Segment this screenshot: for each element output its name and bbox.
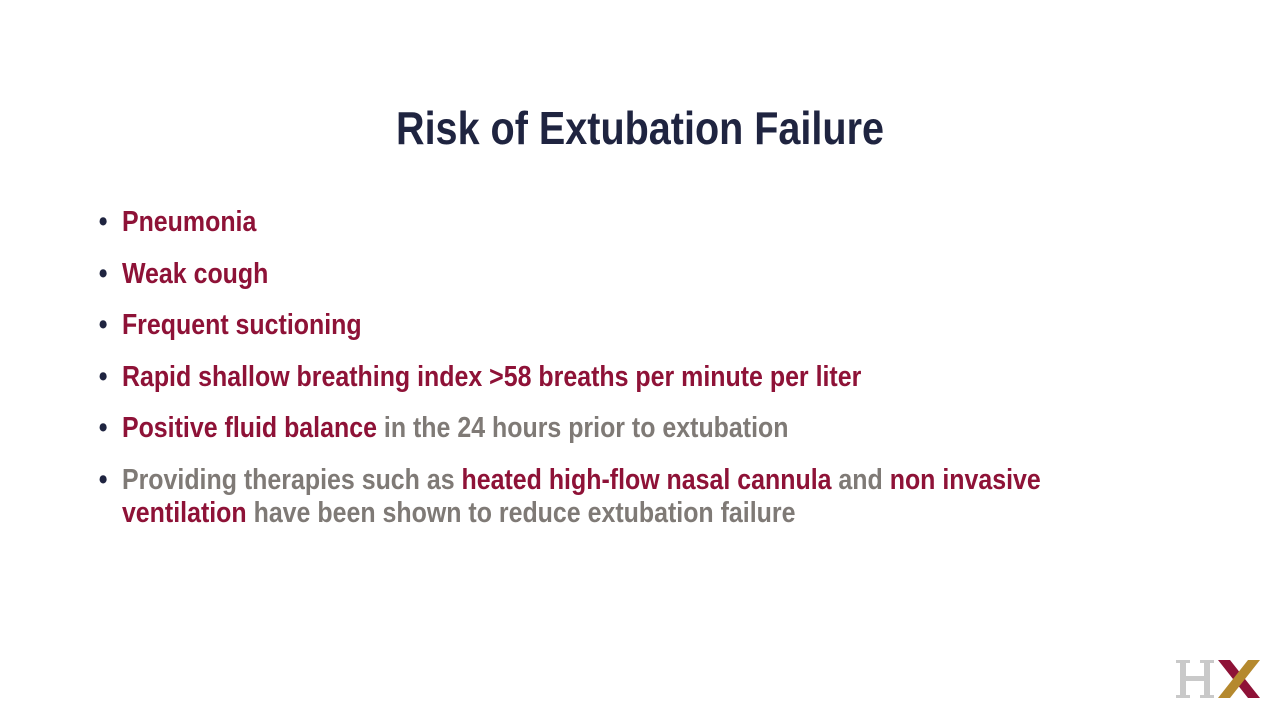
bullet-text: Pneumonia bbox=[121, 206, 257, 238]
bullet-list: • Pneumonia • Weak cough • Frequent suct… bbox=[97, 206, 1112, 548]
bullet-text: Rapid shallow breathing index >58 breath… bbox=[121, 360, 862, 393]
bullet-dot: • bbox=[98, 463, 108, 496]
bullet-fluid-balance: • Positive fluid balance in the 24 hours… bbox=[97, 412, 1112, 445]
logo-h-shape bbox=[1176, 660, 1214, 698]
hx-logo-icon bbox=[1176, 656, 1262, 702]
bullet-text-highlight: Positive fluid balance bbox=[121, 412, 377, 444]
bullet-text-muted: have been shown to reduce extubation fai… bbox=[246, 496, 796, 529]
bullet-dot: • bbox=[98, 360, 108, 393]
bullet-dot: • bbox=[98, 206, 108, 238]
bullet-text-muted: in the 24 hours prior to extubation bbox=[376, 412, 789, 444]
bullet-dot: • bbox=[98, 309, 108, 341]
bullet-frequent-suctioning: • Frequent suctioning bbox=[97, 309, 1112, 342]
bullet-weak-cough: • Weak cough bbox=[97, 258, 1112, 291]
slide-title: Risk of Extubation Failure bbox=[396, 102, 884, 154]
hx-logo-svg bbox=[1176, 660, 1260, 698]
bullet-dot: • bbox=[98, 257, 108, 290]
bullet-text-highlight: non invasive ventilation bbox=[121, 463, 1041, 529]
bullet-rsbi: • Rapid shallow breathing index >58 brea… bbox=[97, 361, 1112, 394]
bullet-therapies: • Providing therapies such as heated hig… bbox=[97, 464, 1112, 530]
bullet-text-muted: Providing therapies such as bbox=[121, 463, 462, 496]
logo-x-gold bbox=[1218, 660, 1260, 698]
bullet-text: Frequent suctioning bbox=[121, 309, 362, 341]
bullet-pneumonia: • Pneumonia bbox=[97, 206, 1112, 239]
bullet-dot: • bbox=[98, 412, 108, 444]
bullet-text-muted: and bbox=[831, 463, 890, 496]
bullet-text: Weak cough bbox=[121, 257, 269, 290]
bullet-text-highlight: heated high-flow nasal cannula bbox=[461, 463, 832, 496]
